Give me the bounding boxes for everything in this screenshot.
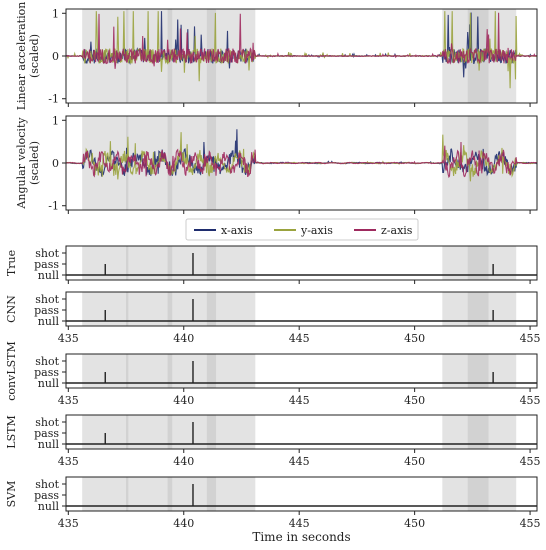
legend-label: x-axis xyxy=(221,224,253,237)
y-axis-label-unit: (scaled) xyxy=(28,141,41,185)
darker-band xyxy=(126,415,129,449)
x-tick-label: 445 xyxy=(289,394,310,407)
class-tick-label: null xyxy=(38,438,60,451)
darker-band xyxy=(467,246,489,280)
x-tick-label: 450 xyxy=(404,394,425,407)
x-tick-label: 445 xyxy=(289,332,310,345)
x-tick-label: 445 xyxy=(289,455,310,468)
darker-band xyxy=(167,354,173,388)
series-line-y-axis xyxy=(65,132,538,182)
panel-frame xyxy=(65,414,538,450)
class-tick-label: shot xyxy=(35,355,59,368)
model-label: CNN xyxy=(5,295,18,323)
panel-frame xyxy=(65,291,538,327)
panel-frame xyxy=(65,245,538,281)
legend: x-axis y-axis z-axis xyxy=(185,218,419,241)
darker-band xyxy=(167,246,173,280)
class-tick-label: null xyxy=(38,315,60,328)
y-tick-label: 1 xyxy=(52,114,59,127)
model-label: convLSTM xyxy=(5,341,18,401)
x-tick-label: 455 xyxy=(520,332,541,345)
darker-band xyxy=(206,246,217,280)
y-tick-label: -1 xyxy=(48,93,59,106)
series-line-z-axis xyxy=(65,141,538,179)
x-tick-label: 455 xyxy=(520,517,541,530)
class-tick-label: null xyxy=(38,269,60,282)
y-axis-label-unit: (scaled) xyxy=(28,34,41,78)
darker-band xyxy=(467,292,489,326)
x-tick-label: 450 xyxy=(404,332,425,345)
x-tick-label: 435 xyxy=(58,332,79,345)
y-tick-label: -1 xyxy=(48,200,59,213)
darker-band xyxy=(126,477,129,511)
x-tick-label: 440 xyxy=(173,455,194,468)
x-axis-label: Time in seconds xyxy=(252,530,350,544)
x-tick-label: 450 xyxy=(404,517,425,530)
model-label: LSTM xyxy=(5,415,18,448)
darker-band xyxy=(167,292,173,326)
model-label: SVM xyxy=(5,481,18,508)
darker-band xyxy=(467,477,489,511)
class-tick-label: pass xyxy=(34,304,59,317)
x-tick-label: 435 xyxy=(58,455,79,468)
x-tick-label: 455 xyxy=(520,394,541,407)
y-axis-label: Angular velocity xyxy=(15,117,28,210)
x-tick-label: 435 xyxy=(58,517,79,530)
class-tick-label: pass xyxy=(34,427,59,440)
class-tick-label: shot xyxy=(35,247,59,260)
y-tick-label: 0 xyxy=(52,50,59,63)
darker-band xyxy=(167,477,173,511)
class-tick-label: shot xyxy=(35,416,59,429)
x-tick-label: 440 xyxy=(173,517,194,530)
darker-band xyxy=(206,477,217,511)
x-tick-label: 435 xyxy=(58,394,79,407)
x-tick-label: 445 xyxy=(289,517,310,530)
x-tick-label: 455 xyxy=(520,455,541,468)
class-tick-label: shot xyxy=(35,293,59,306)
panel-frame xyxy=(65,476,538,512)
class-tick-label: shot xyxy=(35,478,59,491)
darker-band xyxy=(467,415,489,449)
darker-band xyxy=(206,354,217,388)
darker-band xyxy=(467,354,489,388)
legend-box xyxy=(185,218,419,241)
class-tick-label: null xyxy=(38,500,60,513)
x-tick-label: 440 xyxy=(173,332,194,345)
darker-band xyxy=(167,415,173,449)
darker-band xyxy=(126,292,129,326)
darker-band xyxy=(206,292,217,326)
class-tick-label: pass xyxy=(34,489,59,502)
class-tick-label: pass xyxy=(34,258,59,271)
legend-label: z-axis xyxy=(381,224,413,237)
legend-label: y-axis xyxy=(300,224,333,237)
class-tick-label: null xyxy=(38,377,60,390)
y-axis-label: Linear acceleration xyxy=(15,2,28,111)
panel-frame xyxy=(65,353,538,389)
darker-band xyxy=(206,415,217,449)
x-tick-label: 440 xyxy=(173,394,194,407)
model-label: True xyxy=(5,250,18,276)
darker-band xyxy=(126,246,129,280)
darker-band xyxy=(126,354,129,388)
series-line-z-axis xyxy=(65,12,538,69)
class-tick-label: pass xyxy=(34,366,59,379)
x-tick-label: 450 xyxy=(404,455,425,468)
y-tick-label: 0 xyxy=(52,157,59,170)
y-tick-label: 1 xyxy=(52,7,59,20)
